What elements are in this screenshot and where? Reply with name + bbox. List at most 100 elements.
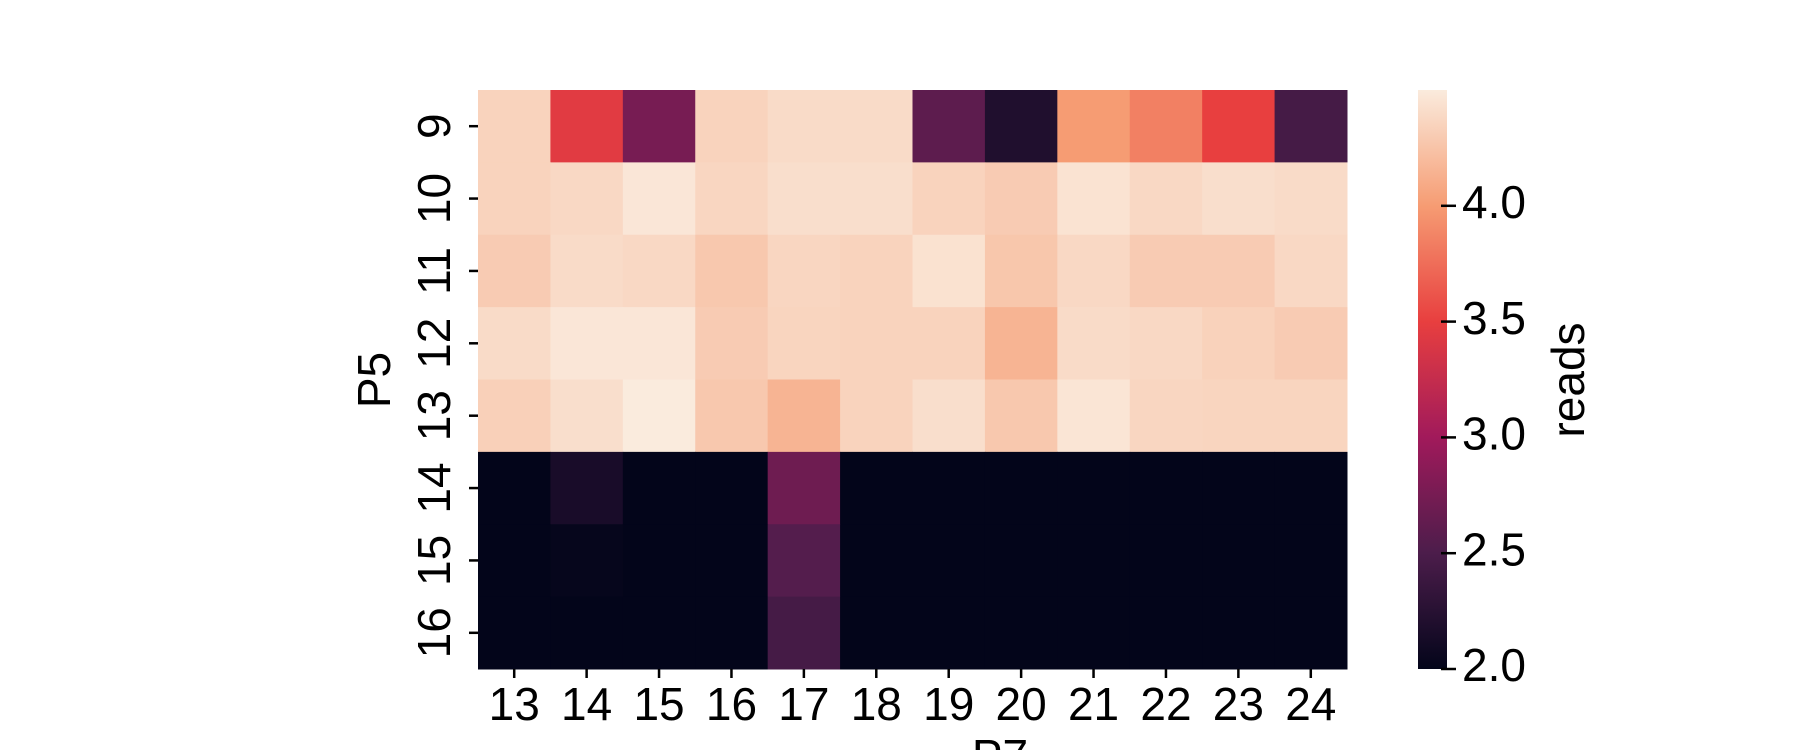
heatmap-cell [840,307,913,380]
heatmap-cell [478,451,551,525]
heatmap-cell [478,596,551,670]
heatmap-cell [1057,162,1131,236]
heatmap-cell [695,379,769,453]
heatmap-cell [1129,451,1203,525]
x-tick-label: 16 [706,678,757,730]
heatmap-cell [984,307,1058,380]
heatmap-cell [1129,379,1203,453]
x-tick-label: 14 [561,678,612,730]
heatmap-cell [767,162,841,236]
heatmap-cell [840,451,913,525]
colorbar-tick-label: 3.5 [1462,292,1526,344]
x-tick-label: 23 [1213,678,1264,730]
heatmap-cell [984,596,1058,670]
x-tick-label: 18 [851,678,902,730]
heatmap-cell [622,596,696,670]
heatmap-cell [984,162,1058,236]
heatmap-cell [622,90,696,163]
heatmap-cell [1202,234,1276,308]
heatmap-cell [550,307,624,380]
heatmap-cell [840,379,913,453]
heatmap-cell [912,162,986,236]
heatmap-cell [622,379,696,453]
heatmap-cell [1202,596,1276,670]
heatmap-cell [695,90,769,163]
heatmap-cell [550,451,624,525]
y-tick-label: 11 [408,247,460,295]
heatmap-cell [984,234,1058,308]
colorbar [1418,90,1447,669]
heatmap-cell [695,596,769,670]
heatmap-cell [1057,524,1131,598]
heatmap-cell [622,451,696,525]
y-tick-label: 16 [408,607,460,658]
heatmap-cell [767,90,841,163]
y-tick-label: 15 [408,535,460,586]
heatmap-cell [1057,234,1131,308]
heatmap-cell [984,379,1058,453]
colorbar-tick-label: 2.5 [1462,523,1526,575]
heatmap-cell [767,451,841,525]
heatmap-cell [1129,596,1203,670]
heatmap-cell [912,234,986,308]
heatmap-cell [622,307,696,380]
heatmap-cell [1274,451,1348,525]
heatmap-cell [1057,596,1131,670]
y-tick-label: 14 [408,462,460,513]
heatmap-cell [1274,379,1348,453]
x-tick-label: 15 [633,678,684,730]
heatmap-cell [1129,307,1203,380]
heatmap-cell [550,90,624,163]
heatmap-cell [550,524,624,598]
heatmap-cell [1274,90,1348,163]
y-axis-label: P5 [348,352,400,408]
heatmap-cell [550,162,624,236]
heatmap-cell [695,234,769,308]
heatmap-cell [1202,307,1276,380]
x-tick-label: 17 [778,678,829,730]
heatmap-cell [622,524,696,598]
x-tick-label: 24 [1285,678,1336,730]
heatmap-cell [478,379,551,453]
x-tick-label: 19 [923,678,974,730]
x-tick-label: 20 [996,678,1047,730]
y-tick-label: 9 [408,113,460,139]
colorbar-tick-label: 2.0 [1462,639,1526,691]
heatmap-cell [550,234,624,308]
heatmap-cell [767,379,841,453]
heatmap-cell [478,90,551,163]
y-tick-label: 12 [408,318,460,369]
heatmap-cell [478,162,551,236]
heatmap-cell [695,524,769,598]
y-tick-label: 10 [408,173,460,224]
heatmap-cell [695,451,769,525]
heatmap-cell [1274,307,1348,380]
heatmap-cell [984,90,1058,163]
colorbar-label: reads [1542,322,1594,437]
heatmap-cell [1274,524,1348,598]
heatmap-cell [478,307,551,380]
heatmap-cell [767,596,841,670]
heatmap-cell [840,234,913,308]
heatmap-cell [550,596,624,670]
heatmap-cell [1129,524,1203,598]
heatmap-cell [912,90,986,163]
heatmap-cell [1202,90,1276,163]
x-axis-label: P7 [972,730,1028,750]
heatmap-cell [1129,234,1203,308]
heatmap-cell [695,307,769,380]
heatmap-cell [695,162,769,236]
heatmap-cell [1057,451,1131,525]
heatmap-cell [840,90,913,163]
heatmap-cell [478,234,551,308]
heatmap-cell [1274,162,1348,236]
heatmap-cell [1057,307,1131,380]
heatmap-cell [1202,451,1276,525]
heatmap-cell [622,234,696,308]
x-tick-label: 21 [1068,678,1119,730]
heatmap-cell [912,524,986,598]
colorbar-tick-label: 3.0 [1462,408,1526,460]
heatmap-cell [1129,162,1203,236]
heatmap-cell [984,524,1058,598]
heatmap-cell [1274,596,1348,670]
